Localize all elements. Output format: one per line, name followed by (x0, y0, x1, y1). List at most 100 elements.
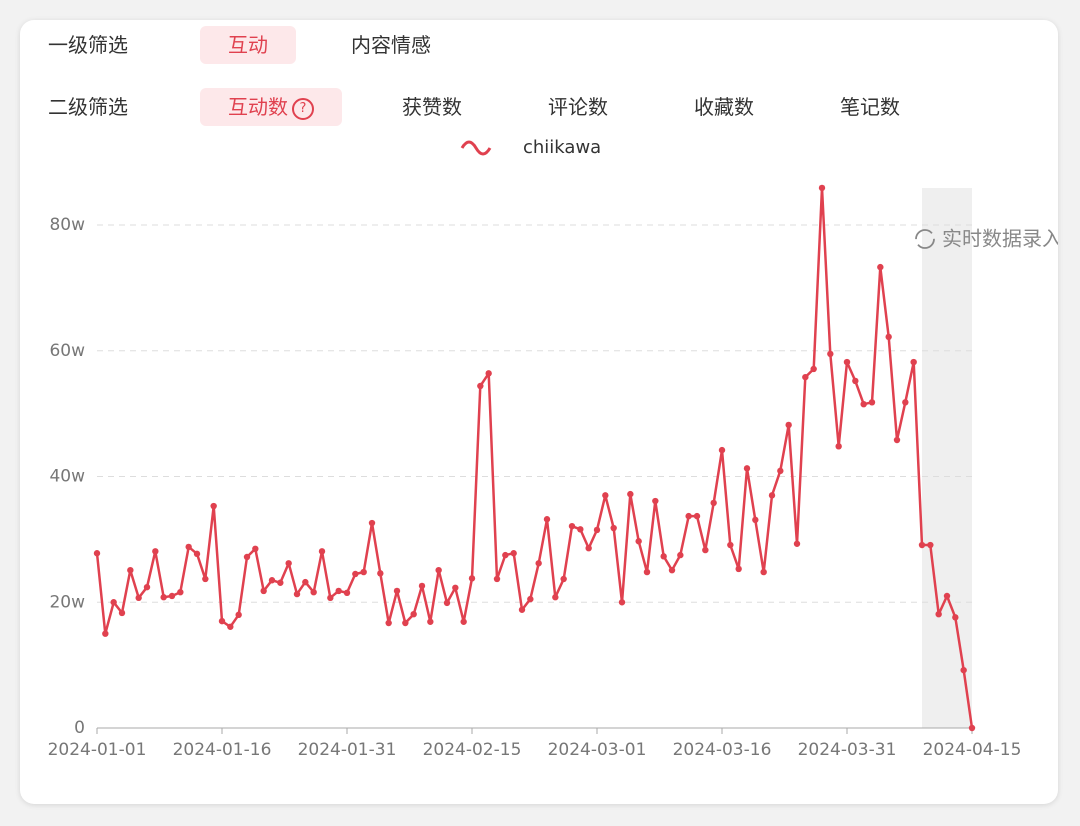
data-point (760, 568, 767, 576)
data-point (702, 546, 709, 554)
data-point (593, 526, 601, 534)
filter-option[interactable]: 内容情感 (351, 33, 431, 57)
data-point (727, 541, 734, 549)
data-point (960, 666, 967, 674)
data-point (852, 377, 859, 385)
x-tick-label: 2024-03-16 (673, 740, 772, 760)
data-point (152, 548, 159, 555)
data-point (260, 587, 267, 595)
data-point (835, 443, 842, 450)
data-point (143, 583, 151, 591)
data-point (160, 594, 167, 601)
data-point (327, 594, 334, 602)
data-point (518, 606, 526, 613)
data-point (560, 575, 567, 583)
filter-option[interactable]: 互动 (200, 26, 296, 64)
data-point (843, 358, 851, 366)
data-point (543, 516, 551, 523)
x-tick-label: 2024-01-31 (298, 740, 397, 760)
data-point (918, 541, 926, 549)
data-point (577, 526, 584, 533)
data-point (402, 619, 409, 627)
help-icon[interactable]: ? (292, 97, 314, 120)
data-point (468, 575, 476, 582)
data-point (785, 421, 792, 429)
data-point (243, 553, 251, 561)
data-point (527, 595, 534, 603)
annotation: 实时数据录入 (942, 227, 1058, 251)
data-point (293, 590, 301, 598)
data-point (118, 609, 126, 617)
data-point (410, 610, 417, 618)
data-point (335, 587, 342, 595)
data-point (693, 512, 701, 520)
data-point (627, 490, 634, 498)
filter-option[interactable]: 评论数 (548, 95, 608, 119)
data-point (385, 619, 392, 627)
x-tick-label: 2024-02-15 (423, 740, 522, 760)
data-point (443, 599, 451, 607)
data-point (252, 545, 259, 553)
data-point (302, 578, 309, 586)
data-point (460, 618, 467, 625)
data-point (435, 566, 442, 574)
data-point (660, 553, 667, 560)
filter-label: 二级筛选 (48, 95, 128, 119)
filter-option[interactable]: 收藏数 (694, 95, 754, 119)
data-point (110, 599, 117, 606)
data-point (393, 587, 401, 595)
data-point (777, 467, 784, 475)
data-point (585, 544, 592, 552)
data-point (510, 550, 517, 557)
data-point (377, 570, 384, 577)
data-point (318, 548, 326, 555)
data-point (452, 584, 459, 591)
card: 一级筛选 互动 内容情感 二级筛选 互动数? 获赞数 评论数 收藏数 笔记数 实… (20, 20, 1058, 804)
data-point (310, 588, 317, 596)
data-point (810, 365, 817, 373)
data-point (868, 399, 876, 406)
data-point (885, 333, 892, 341)
x-tick-label: 2024-03-01 (548, 740, 647, 760)
data-point (177, 588, 184, 596)
data-line (95, 186, 974, 729)
filter-option[interactable]: 互动数? (200, 88, 342, 126)
data-point (718, 446, 726, 454)
data-point (535, 560, 542, 567)
x-tick-label: 2024-01-16 (173, 740, 272, 760)
data-point (135, 594, 142, 602)
data-point (610, 524, 617, 532)
data-point (277, 579, 284, 586)
data-point (343, 589, 351, 597)
filter-option[interactable]: 笔记数 (840, 95, 900, 119)
option-text: 互动数 (228, 95, 288, 119)
filter-option[interactable]: 获赞数 (402, 95, 462, 119)
data-point (268, 577, 276, 584)
data-point (752, 516, 759, 524)
filter-label: 一级筛选 (48, 33, 128, 57)
data-point (127, 566, 134, 574)
data-point (193, 550, 201, 558)
x-tick-label: 2024-03-31 (798, 740, 897, 760)
data-point (210, 502, 217, 510)
highlight-band (922, 188, 972, 728)
data-point (602, 492, 609, 499)
data-point (952, 614, 959, 621)
data-point (360, 568, 367, 576)
data-point (827, 350, 834, 358)
chart: 实时数据录入 0 20w 40w 60w 80w 2024-01-01 2024-01-16 2… (48, 137, 1058, 760)
data-point (735, 565, 742, 573)
data-point (893, 436, 901, 444)
data-point (227, 623, 234, 630)
data-point (235, 611, 242, 619)
data-point (710, 499, 717, 507)
data-point (502, 551, 509, 559)
data-point (652, 497, 659, 505)
data-point (618, 599, 626, 606)
data-point (943, 592, 951, 600)
data-point (902, 399, 909, 406)
data-point (552, 594, 559, 601)
data-point (202, 575, 209, 583)
data-point (185, 543, 192, 551)
data-point (418, 582, 426, 590)
